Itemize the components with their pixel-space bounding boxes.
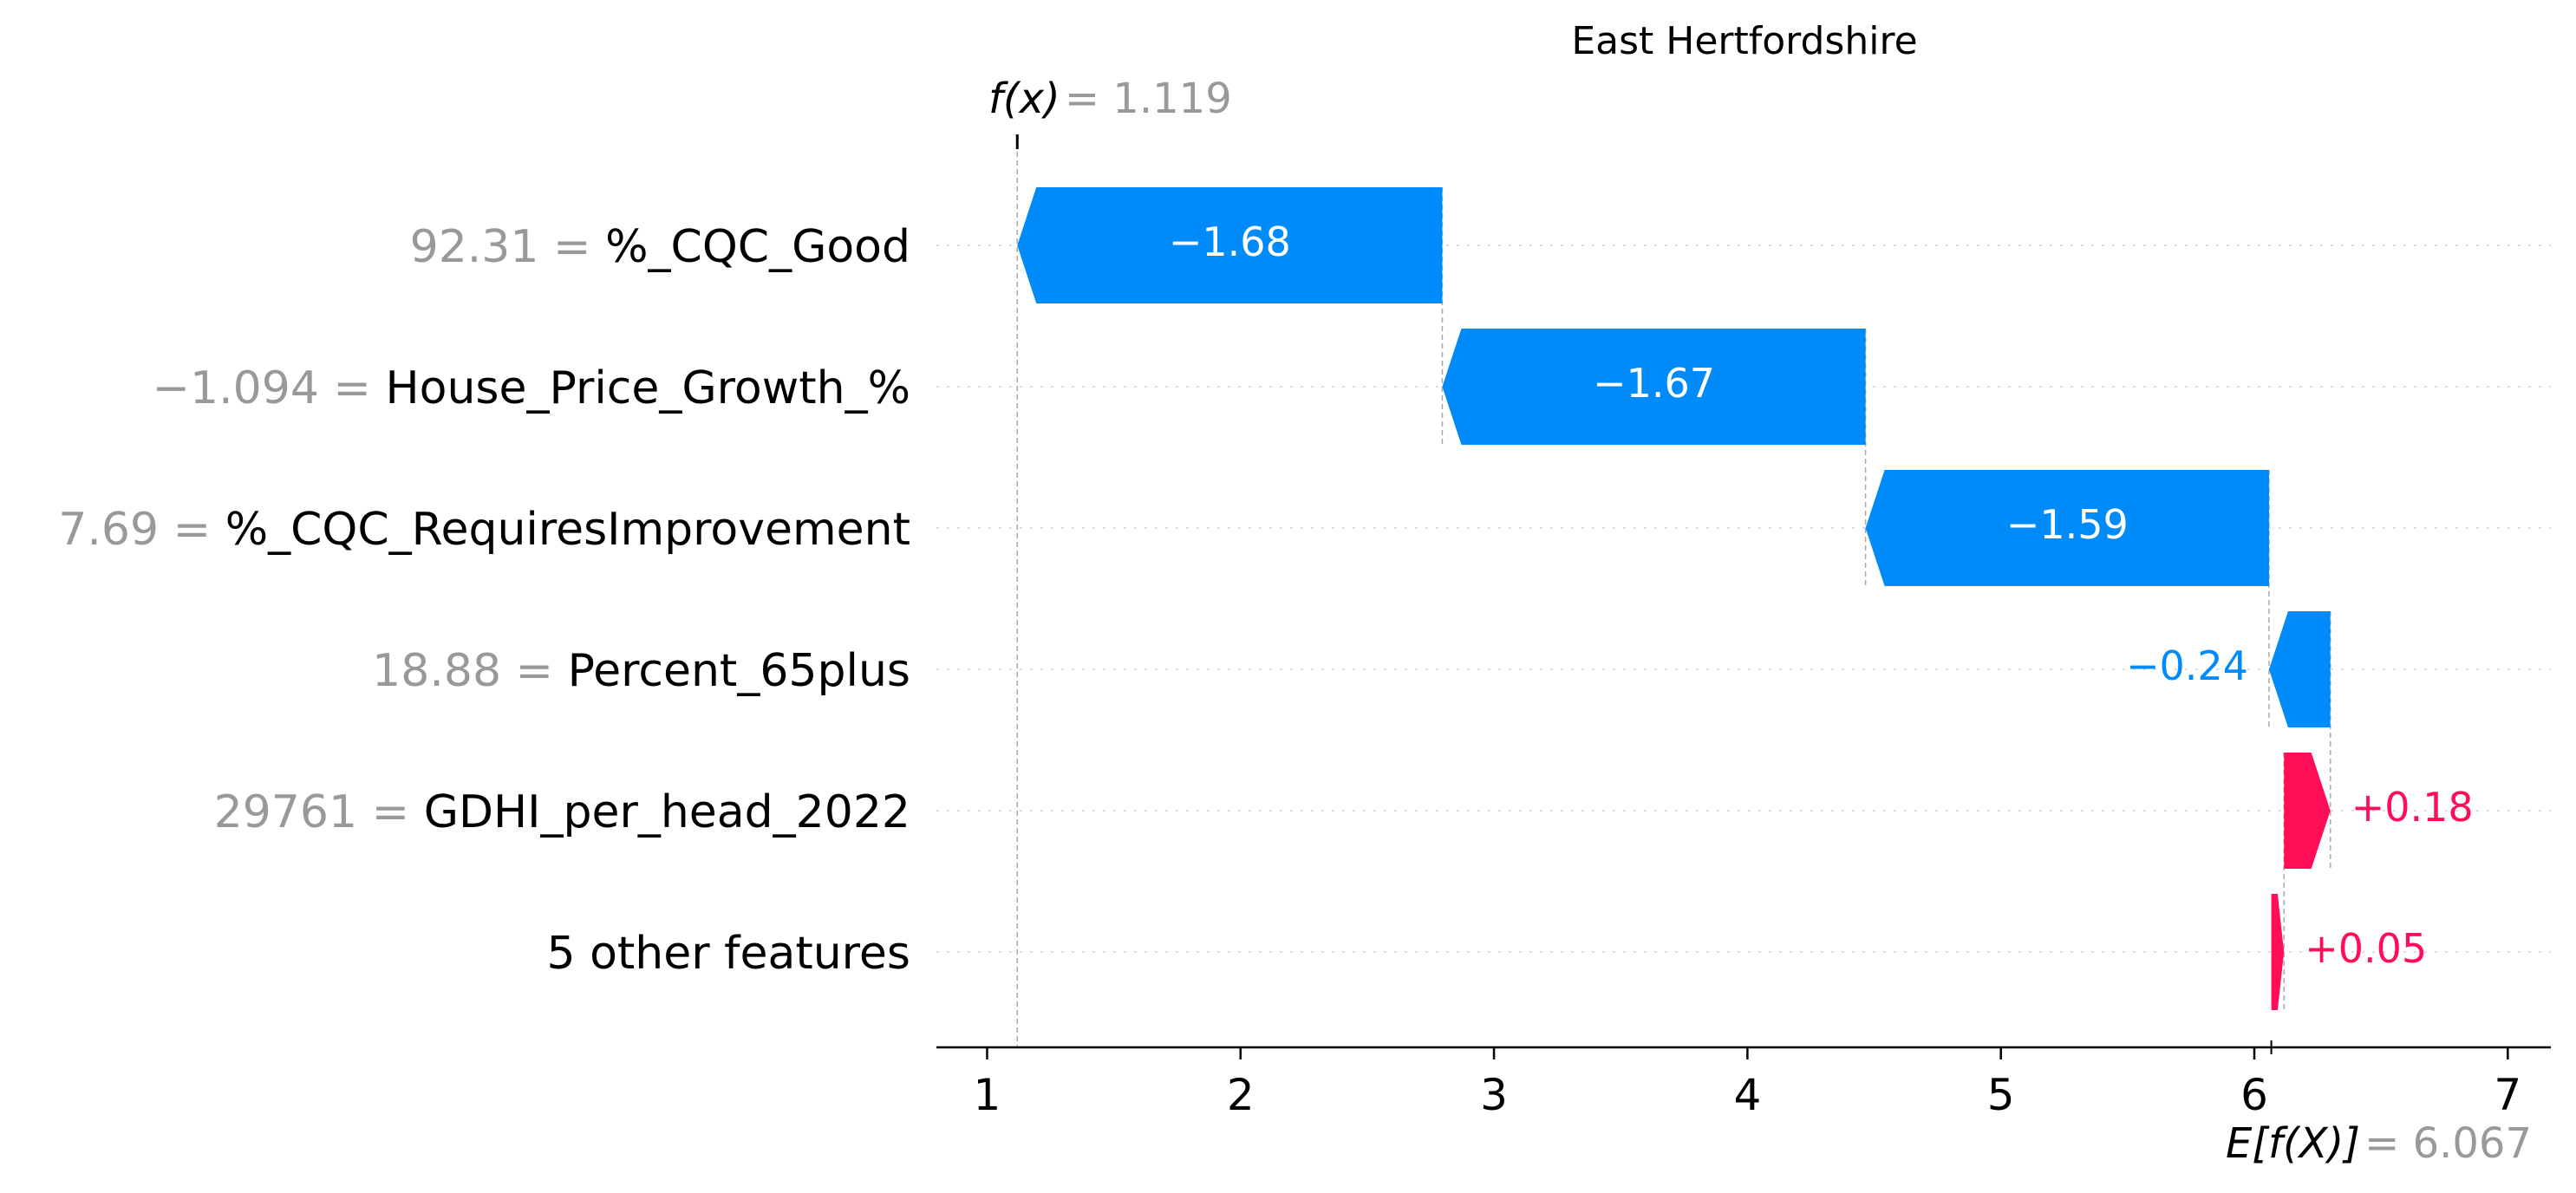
bar-4 xyxy=(2268,611,2331,727)
feature-value: −1.094 = xyxy=(152,362,385,414)
x-tick-label: 7 xyxy=(2494,1070,2521,1120)
bars: −1.68 −1.67 −1.59 −0.24 +0.18 +0.05 xyxy=(1017,187,2474,1010)
feature-label: 29761 = GDHI_per_head_2022 xyxy=(214,786,910,838)
bar-value-label: +0.05 xyxy=(2305,925,2427,972)
bar-2 xyxy=(1442,329,1866,445)
bar-value-label: −1.59 xyxy=(2006,501,2129,548)
feature-label: 7.69 = %_CQC_RequiresImprovement xyxy=(58,504,910,556)
feature-label: 5 other features xyxy=(546,928,910,980)
bar-value-label: −1.67 xyxy=(1593,360,1715,407)
feature-name: 5 other features xyxy=(546,928,910,980)
bar-6 xyxy=(2271,894,2285,1010)
bar-5 xyxy=(2284,753,2331,869)
bar-1 xyxy=(1017,187,1443,303)
base-label: E[f(X)] xyxy=(2226,1119,2360,1168)
base-annotation: E[f(X)] = 6.067 xyxy=(2226,1119,2532,1168)
base-equals: = xyxy=(2364,1119,2412,1168)
x-tick-label: 3 xyxy=(1480,1070,1508,1120)
feature-name: House_Price_Growth_% xyxy=(386,362,910,414)
x-tick-label: 5 xyxy=(1987,1070,2015,1120)
bar-value-label: +0.18 xyxy=(2351,784,2474,831)
feature-label: −1.094 = House_Price_Growth_% xyxy=(152,362,910,414)
x-tick-label: 6 xyxy=(2240,1070,2268,1120)
feature-value: 18.88 = xyxy=(372,645,568,697)
feature-value: 29761 = xyxy=(214,786,424,838)
feature-value: 7.69 = xyxy=(58,504,225,556)
output-value: 1.119 xyxy=(1112,75,1231,123)
bar-value-label: −1.68 xyxy=(1169,218,1291,265)
feature-label: 18.88 = Percent_65plus xyxy=(372,645,910,697)
feature-name: Percent_65plus xyxy=(568,645,910,697)
base-value: 6.067 xyxy=(2413,1119,2532,1168)
guide-lines xyxy=(936,134,2551,1047)
x-tick-label: 1 xyxy=(974,1070,1001,1120)
x-tick-label: 2 xyxy=(1227,1070,1255,1120)
feature-name: GDHI_per_head_2022 xyxy=(424,786,910,838)
output-label: f(x) xyxy=(988,75,1060,123)
feature-name: %_CQC_Good xyxy=(605,221,910,273)
output-equals: = xyxy=(1065,75,1112,123)
feature-value: 92.31 = xyxy=(410,221,606,273)
output-annotation: f(x) = 1.119 xyxy=(988,75,1232,123)
bar-value-label: −0.24 xyxy=(2126,642,2248,689)
feature-name: %_CQC_RequiresImprovement xyxy=(225,504,910,556)
x-tick-label: 4 xyxy=(1733,1070,1761,1120)
bar-3 xyxy=(1865,470,2269,586)
feature-labels: 92.31 = %_CQC_Good −1.094 = House_Price_G… xyxy=(58,221,910,980)
chart-title: East Hertfordshire xyxy=(1571,19,1917,63)
feature-label: 92.31 = %_CQC_Good xyxy=(410,221,910,273)
x-axis: 1 2 3 4 5 6 7 xyxy=(936,1040,2551,1120)
